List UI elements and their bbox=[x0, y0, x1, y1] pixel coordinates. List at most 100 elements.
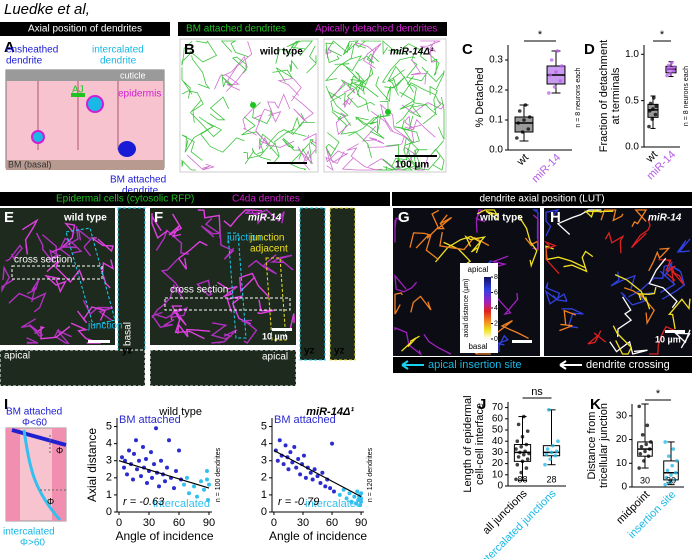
dendrite bbox=[631, 209, 648, 228]
note: n = 100 dendrites bbox=[215, 447, 222, 502]
dendrite bbox=[200, 125, 245, 153]
y-tick-label: 4 bbox=[261, 438, 267, 450]
dendrite bbox=[387, 65, 414, 93]
dendrite bbox=[273, 128, 296, 164]
dendrite bbox=[410, 295, 432, 313]
chart-title: wild type bbox=[158, 406, 202, 418]
data-point bbox=[356, 498, 361, 503]
y-tick-label: 3 bbox=[261, 455, 267, 467]
soma bbox=[250, 102, 256, 108]
dendrite bbox=[226, 295, 251, 325]
y-tick-label: 10 bbox=[492, 469, 504, 480]
label: junction bbox=[249, 233, 284, 244]
data-point bbox=[549, 450, 554, 455]
data-point bbox=[523, 103, 528, 107]
panel-letter: E bbox=[4, 209, 14, 226]
y-tick-label: 5 bbox=[261, 420, 267, 432]
y-axis-label: Distance from bbox=[586, 412, 598, 480]
label: axial distance (µm) bbox=[463, 279, 470, 338]
dendrite bbox=[674, 329, 691, 349]
dendrite bbox=[388, 43, 427, 62]
dendrite bbox=[90, 237, 114, 253]
dendrite bbox=[181, 67, 193, 99]
dendrite bbox=[200, 217, 222, 238]
data-point bbox=[544, 452, 549, 457]
dendrite bbox=[210, 322, 233, 340]
dendrite bbox=[350, 71, 366, 89]
label: basal bbox=[123, 322, 134, 346]
dendrite bbox=[181, 90, 204, 123]
dendrite bbox=[394, 326, 422, 356]
y-tick-label: 1 bbox=[106, 489, 112, 501]
note: n = 120 dendrites bbox=[367, 447, 374, 502]
data-point bbox=[650, 117, 654, 121]
data-point bbox=[187, 491, 191, 496]
panel-letter: H bbox=[550, 209, 561, 226]
dendrite bbox=[1, 265, 14, 293]
y-tick-label: 3 bbox=[106, 455, 112, 467]
data-point bbox=[665, 73, 669, 78]
dendrite bbox=[388, 77, 399, 96]
dendrite bbox=[420, 40, 438, 63]
data-point bbox=[663, 440, 667, 444]
dendrite bbox=[384, 76, 406, 94]
y-tick-label: 50 bbox=[492, 425, 504, 436]
colorbar-tick-label: 6 bbox=[494, 289, 498, 296]
dendrite bbox=[197, 209, 221, 239]
dendrite bbox=[231, 56, 247, 74]
data-point bbox=[543, 462, 547, 467]
dendrite bbox=[196, 279, 213, 297]
dendrite bbox=[405, 52, 429, 82]
dendrite bbox=[181, 134, 203, 161]
data-point bbox=[157, 484, 161, 489]
label: dendrite bbox=[122, 186, 159, 197]
data-point bbox=[642, 459, 646, 463]
annotation: r = -0.79 bbox=[278, 496, 319, 508]
significance: ns bbox=[531, 386, 543, 398]
data-point bbox=[165, 465, 169, 470]
heading: BM attached dendrites bbox=[186, 24, 286, 35]
y-tick-label: 0.0 bbox=[489, 145, 503, 156]
data-point bbox=[283, 443, 288, 448]
data-point bbox=[670, 60, 674, 65]
data-point bbox=[522, 118, 526, 122]
data-point bbox=[514, 477, 518, 482]
y-tick-label: 0.0 bbox=[625, 142, 639, 153]
dendrite bbox=[217, 281, 238, 298]
x-tick-label: 30 bbox=[143, 517, 155, 529]
data-point bbox=[668, 480, 672, 485]
image bbox=[0, 349, 146, 387]
dendrite bbox=[545, 245, 586, 269]
image bbox=[0, 208, 115, 345]
data-point bbox=[550, 443, 555, 448]
data-point bbox=[673, 470, 678, 475]
dendrite bbox=[346, 81, 376, 108]
label: 10 µm bbox=[262, 331, 288, 341]
dendrite bbox=[221, 73, 233, 88]
dendrite bbox=[21, 218, 39, 255]
x-tick-label: 30 bbox=[297, 517, 309, 529]
arrow-icon bbox=[401, 360, 424, 370]
x-tick-label: 0 bbox=[271, 517, 277, 529]
data-point bbox=[137, 458, 141, 463]
label: yz bbox=[334, 346, 345, 357]
roi bbox=[65, 227, 116, 326]
dendrite bbox=[406, 147, 441, 171]
label: Φ bbox=[47, 496, 54, 506]
dendrite bbox=[430, 140, 445, 171]
image bbox=[117, 207, 146, 361]
data-point bbox=[663, 482, 667, 487]
label: cross section bbox=[170, 285, 228, 296]
data-point bbox=[524, 442, 529, 447]
scale-bar bbox=[88, 340, 110, 343]
image bbox=[299, 207, 326, 361]
dendrite bbox=[325, 150, 348, 165]
dendrite bbox=[244, 148, 272, 165]
data-point bbox=[637, 404, 641, 409]
label: 10 µm bbox=[655, 334, 681, 344]
dendrite bbox=[497, 320, 529, 339]
data-point bbox=[556, 439, 560, 444]
dendrite bbox=[189, 40, 218, 63]
dendrite bbox=[357, 40, 382, 48]
